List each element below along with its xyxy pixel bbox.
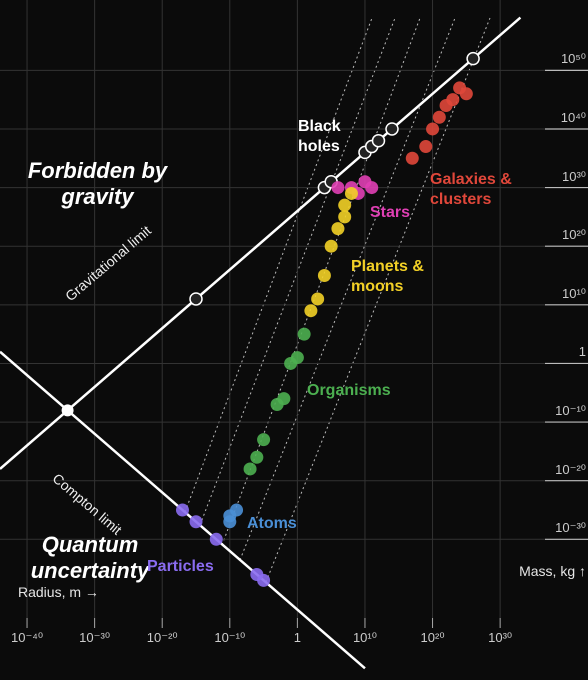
guide <box>265 17 491 583</box>
y-tick-label: 10³⁰ <box>561 168 586 184</box>
series-label: Organisms <box>307 382 391 399</box>
point <box>304 304 318 318</box>
annotation: Quantum uncertainty <box>30 532 150 583</box>
guide <box>184 17 373 513</box>
point <box>243 462 257 476</box>
point <box>230 503 244 517</box>
point <box>385 122 399 136</box>
y-axis-title: Mass, kg ↑ <box>519 563 586 579</box>
point <box>365 181 379 195</box>
series-label: Atoms <box>247 515 297 532</box>
limit-intersection <box>61 404 74 417</box>
point <box>209 532 223 546</box>
x-tick-label: 10²⁰ <box>420 630 445 645</box>
x-tick-label: 1 <box>293 630 301 645</box>
x-tick-label: 10⁻¹⁰ <box>214 630 246 645</box>
x-tick-label: 10⁻⁴⁰ <box>10 630 44 645</box>
point <box>331 181 345 195</box>
series-label: Planets & moons <box>351 258 424 295</box>
point <box>432 110 446 124</box>
point <box>419 140 433 154</box>
y-tick-label: 10⁻¹⁰ <box>555 403 586 419</box>
point <box>405 151 419 165</box>
point <box>189 515 203 529</box>
y-tick-label: 10⁴⁰ <box>560 109 586 125</box>
point <box>250 450 264 464</box>
point <box>277 392 291 406</box>
x-tick-label: 10⁻³⁰ <box>79 630 111 645</box>
point <box>446 93 460 107</box>
point <box>175 503 189 517</box>
series-label: Galaxies & clusters <box>430 171 512 208</box>
series-label: Stars <box>370 204 411 221</box>
point <box>459 87 473 101</box>
guide <box>221 17 421 546</box>
point <box>189 292 203 306</box>
point <box>317 269 331 283</box>
series-label: Particles <box>147 558 214 575</box>
point <box>338 198 352 212</box>
y-tick-label: 10¹⁰ <box>561 285 586 301</box>
y-tick-label: 10⁻²⁰ <box>555 461 586 477</box>
x-tick-label: 10⁻²⁰ <box>146 630 178 645</box>
series-label: Black holes <box>298 118 341 155</box>
point <box>331 222 345 236</box>
annotation: Forbidden by gravity <box>27 158 168 209</box>
guide <box>239 17 456 561</box>
y-tick-label: 1 <box>578 344 586 360</box>
y-tick-label: 10⁵⁰ <box>560 51 586 67</box>
point <box>257 433 271 447</box>
limit-line <box>0 16 522 470</box>
point <box>338 210 352 224</box>
point <box>324 239 338 253</box>
point <box>344 186 358 200</box>
point <box>257 573 271 587</box>
x-axis-title: Radius, m → <box>18 584 99 600</box>
y-tick-label: 10⁻³⁰ <box>555 520 586 536</box>
point <box>371 133 386 148</box>
x-tick-label: 10³⁰ <box>488 630 513 645</box>
point <box>311 292 325 306</box>
point <box>290 351 304 365</box>
point <box>297 327 311 341</box>
y-tick-label: 10²⁰ <box>561 227 586 243</box>
point <box>466 51 480 66</box>
x-tick-label: 10¹⁰ <box>352 630 377 645</box>
point <box>426 122 440 136</box>
